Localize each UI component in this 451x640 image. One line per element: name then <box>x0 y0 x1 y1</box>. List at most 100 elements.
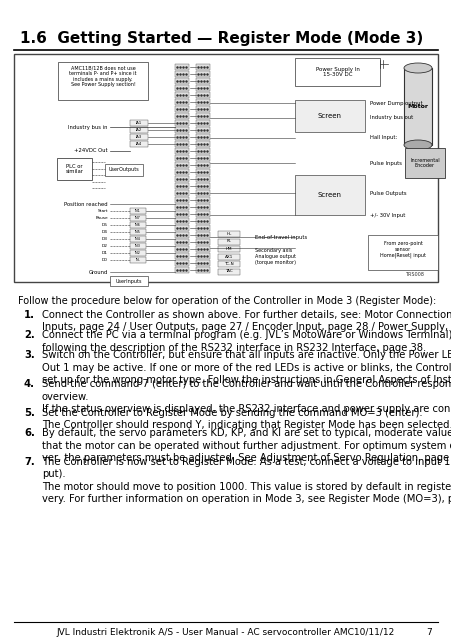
Text: +/- 30V Input: +/- 30V Input <box>369 212 405 218</box>
Bar <box>175 113 189 118</box>
Bar <box>217 269 239 275</box>
Text: The Controller is now set to Register Mode. As a test, connect a voltage to inpu: The Controller is now set to Register Mo… <box>42 457 451 504</box>
Text: AX1: AX1 <box>225 255 233 259</box>
Bar <box>196 127 210 132</box>
Bar <box>175 92 189 97</box>
Text: IN-: IN- <box>135 258 140 262</box>
Text: IN2: IN2 <box>135 251 141 255</box>
Text: IN1: IN1 <box>135 209 141 212</box>
Bar <box>175 155 189 161</box>
Ellipse shape <box>403 63 431 73</box>
Text: Connect the PC via a terminal program (e.g. JVL’s MotoWare or Windows Terminal),: Connect the PC via a terminal program (e… <box>42 330 451 353</box>
Bar <box>196 267 210 273</box>
Text: IA1: IA1 <box>136 121 142 125</box>
Bar <box>196 141 210 147</box>
Bar <box>196 169 210 175</box>
Text: TAC: TAC <box>225 269 232 273</box>
Bar <box>130 215 146 221</box>
Bar <box>130 222 146 227</box>
Text: D3: D3 <box>102 237 108 241</box>
Text: +24VDC Out: +24VDC Out <box>74 148 108 154</box>
Bar <box>175 204 189 209</box>
Text: End-of-travel inputs: End-of-travel inputs <box>254 234 307 239</box>
Bar <box>196 211 210 216</box>
Text: 3.: 3. <box>24 350 35 360</box>
Bar <box>217 246 239 252</box>
Text: 2.: 2. <box>24 330 35 340</box>
Bar <box>196 218 210 223</box>
Bar <box>57 158 92 180</box>
Bar <box>196 92 210 97</box>
Bar <box>196 176 210 182</box>
Bar <box>130 127 147 132</box>
Text: 1.: 1. <box>24 310 35 320</box>
Bar <box>175 148 189 154</box>
Text: 1.6  Getting Started — Register Mode (Mode 3): 1.6 Getting Started — Register Mode (Mod… <box>20 31 422 45</box>
Text: IA3: IA3 <box>136 135 142 139</box>
Bar <box>196 78 210 83</box>
Bar <box>175 211 189 216</box>
Text: PL: PL <box>226 239 231 243</box>
Text: UserOutputs: UserOutputs <box>108 168 139 173</box>
Bar <box>196 225 210 230</box>
Bar <box>196 239 210 244</box>
Bar <box>217 231 239 237</box>
Text: D2: D2 <box>102 244 108 248</box>
Bar <box>130 208 146 214</box>
Bar <box>403 68 431 145</box>
Bar <box>130 141 147 147</box>
Bar <box>196 232 210 237</box>
Bar <box>196 113 210 118</box>
Bar <box>175 232 189 237</box>
Text: Switch on the Controller, but ensure that all inputs are inactive. Only the Powe: Switch on the Controller, but ensure tha… <box>42 350 451 385</box>
Bar <box>295 58 379 86</box>
Text: Set the Controller to Register Mode by sending the command MO=3 (enter).
The Con: Set the Controller to Register Mode by s… <box>42 408 451 430</box>
Bar <box>175 127 189 132</box>
Text: Follow the procedure below for operation of the Controller in Mode 3 (Register M: Follow the procedure below for operation… <box>18 296 435 306</box>
Text: Screen: Screen <box>318 113 341 119</box>
Text: Start: Start <box>97 209 108 213</box>
Text: 6.: 6. <box>24 428 35 438</box>
Bar <box>130 236 146 241</box>
Bar <box>175 218 189 223</box>
Text: HM: HM <box>225 247 232 251</box>
Text: Power Supply In
15-30V DC: Power Supply In 15-30V DC <box>315 67 359 77</box>
Text: IN3: IN3 <box>135 244 141 248</box>
Bar <box>175 71 189 77</box>
Ellipse shape <box>403 140 431 150</box>
Text: (torque monitor): (torque monitor) <box>254 260 295 265</box>
Bar <box>175 176 189 182</box>
Bar <box>130 250 146 255</box>
Bar <box>196 183 210 189</box>
Bar <box>175 106 189 111</box>
Bar <box>196 106 210 111</box>
Bar <box>404 148 444 178</box>
Bar <box>175 239 189 244</box>
Bar <box>217 253 239 259</box>
Bar <box>196 71 210 77</box>
Bar <box>58 62 147 100</box>
Bar <box>217 239 239 244</box>
Bar <box>196 99 210 104</box>
Bar <box>196 148 210 154</box>
Bar <box>196 260 210 266</box>
Text: Motor: Motor <box>407 104 428 109</box>
Bar <box>130 134 147 140</box>
Bar <box>175 260 189 266</box>
Bar <box>175 85 189 90</box>
Text: D1: D1 <box>102 251 108 255</box>
Text: JVL Industri Elektronik A/S - User Manual - AC servocontroller AMC10/11/12: JVL Industri Elektronik A/S - User Manua… <box>57 628 394 637</box>
Text: IN5: IN5 <box>135 230 141 234</box>
Text: IN6: IN6 <box>135 223 141 227</box>
Bar <box>196 204 210 209</box>
Bar <box>175 120 189 125</box>
Text: IN7: IN7 <box>135 216 141 220</box>
Bar <box>175 267 189 273</box>
Text: UserInputs: UserInputs <box>115 278 142 284</box>
Bar <box>196 253 210 259</box>
Text: 4.: 4. <box>24 379 35 389</box>
Text: Connect the Controller as shown above. For further details, see: Motor Connectio: Connect the Controller as shown above. F… <box>42 310 451 332</box>
Text: Analogue output: Analogue output <box>254 254 295 259</box>
Bar <box>105 164 143 176</box>
Bar <box>196 64 210 70</box>
